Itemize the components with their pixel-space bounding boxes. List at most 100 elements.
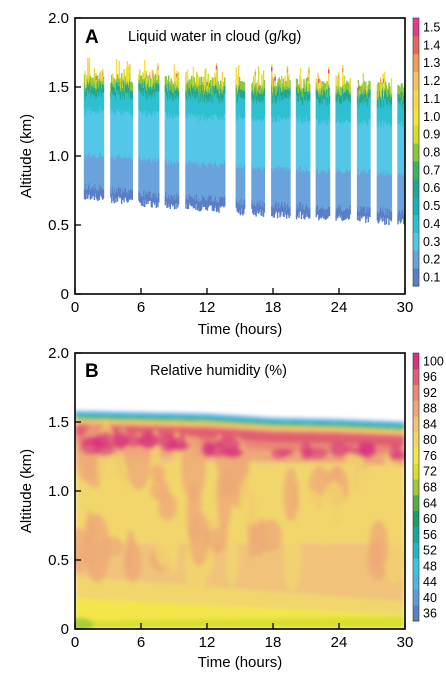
- cloud-cell: [217, 165, 219, 202]
- cloud-cell: [237, 167, 239, 203]
- cloud-cell: [111, 91, 113, 111]
- cloud-peak: [390, 78, 393, 94]
- cloud-cell: [240, 163, 242, 198]
- cloud-cell: [148, 95, 150, 114]
- cloud-cell: [255, 169, 257, 207]
- cloud-cell: [320, 172, 322, 209]
- cloud-cell: [97, 157, 100, 189]
- y-tick-label: 1.5: [48, 414, 69, 431]
- cloud-cell: [390, 211, 393, 222]
- cloud-cell: [368, 80, 370, 89]
- cloud-peak: [144, 59, 146, 79]
- cloud-cell: [224, 77, 226, 86]
- cloud-cell: [171, 194, 173, 205]
- cloud-cell: [147, 159, 149, 195]
- cloud-cell: [218, 203, 220, 213]
- cloud-cell: [400, 122, 403, 174]
- cloud-cell: [364, 93, 366, 103]
- cloud-cell: [170, 86, 172, 95]
- cloud-cell: [299, 166, 302, 202]
- cloud-cell: [365, 103, 368, 124]
- colorbar-label: 1.5: [423, 20, 440, 34]
- cloud-peak: [315, 78, 318, 87]
- cloud-cell: [384, 175, 386, 216]
- cloud-cell: [200, 113, 203, 164]
- x-axis-title-a: Time (hours): [198, 321, 282, 338]
- cloud-cell: [219, 87, 221, 96]
- humidity-band: [75, 415, 405, 429]
- cloud-cell: [259, 199, 261, 209]
- x-tick-label: 18: [265, 634, 282, 651]
- cloud-cell: [154, 82, 157, 91]
- cloud-cell: [263, 96, 266, 118]
- cloud-cell: [212, 121, 214, 168]
- cloud-cell: [256, 87, 258, 96]
- cloud-cell: [399, 105, 402, 127]
- cloud-cell: [280, 167, 282, 206]
- cloud-cell: [216, 89, 219, 99]
- cloud-cell: [85, 183, 87, 194]
- cloud-cell: [147, 75, 149, 84]
- cloud-cell: [238, 166, 240, 204]
- cloud-cell: [280, 119, 283, 167]
- cloud-cell: [275, 168, 277, 203]
- cloud-cell: [166, 115, 168, 164]
- cloud-cell: [327, 88, 329, 98]
- cloud-cell: [219, 196, 221, 206]
- cloud-cell: [256, 103, 258, 123]
- cloud-cell: [139, 84, 142, 93]
- cloud-cell: [172, 84, 175, 93]
- cloud-cell: [130, 91, 132, 100]
- humidity-max-patch: [280, 448, 294, 457]
- cloud-cell: [252, 93, 255, 102]
- cloud-cell: [253, 95, 256, 104]
- colorbar-label: 0.3: [423, 235, 440, 249]
- cloud-cell: [376, 99, 379, 109]
- cloud-cell: [144, 197, 146, 208]
- humidity-low-patch: [75, 617, 94, 629]
- cloud-cell: [324, 210, 327, 220]
- cloud-cell: [346, 98, 349, 120]
- cloud-cell: [189, 195, 191, 205]
- cloud-cell: [95, 90, 97, 99]
- cloud-cell: [117, 110, 120, 156]
- cloud-cell: [153, 80, 156, 90]
- cloud-cell: [326, 208, 328, 219]
- cloud-cell: [322, 95, 324, 104]
- cloud-cell: [168, 98, 171, 117]
- cloud-cell: [242, 169, 244, 206]
- cloud-cell: [140, 83, 143, 93]
- cloud-cell: [153, 92, 155, 112]
- cloud-cell: [114, 79, 116, 88]
- cloud-cell: [252, 167, 254, 204]
- cloud-cell: [120, 81, 123, 90]
- cloud-cell: [214, 198, 216, 209]
- cloud-cell: [213, 201, 215, 211]
- cloud-cell: [356, 87, 359, 97]
- cloud-cell: [356, 104, 359, 125]
- cloud-cell: [338, 122, 341, 170]
- cloud-cell: [210, 86, 213, 95]
- cloud-cell: [243, 199, 246, 210]
- x-tick-label: 18: [265, 299, 282, 316]
- cloud-peak: [87, 62, 90, 84]
- cloud-cell: [306, 83, 308, 92]
- cloud-peak: [84, 70, 87, 89]
- cloud-cell: [186, 92, 189, 114]
- cloud-cell: [115, 90, 118, 109]
- cloud-cell: [188, 159, 190, 194]
- cloud-cell: [125, 111, 128, 158]
- cloud-cell: [252, 82, 254, 91]
- cloud-peak: [380, 89, 383, 98]
- cloud-cell: [285, 97, 287, 119]
- cloud-cell: [220, 196, 223, 207]
- cloud-cell: [380, 108, 383, 128]
- cloud-cell: [257, 167, 260, 205]
- cloud-cell: [262, 92, 265, 101]
- cloud-cell: [203, 113, 205, 162]
- cloud-cell: [194, 161, 196, 195]
- cloud-cell: [324, 121, 327, 173]
- cloud-cell: [279, 101, 281, 123]
- cloud-cell: [318, 96, 321, 106]
